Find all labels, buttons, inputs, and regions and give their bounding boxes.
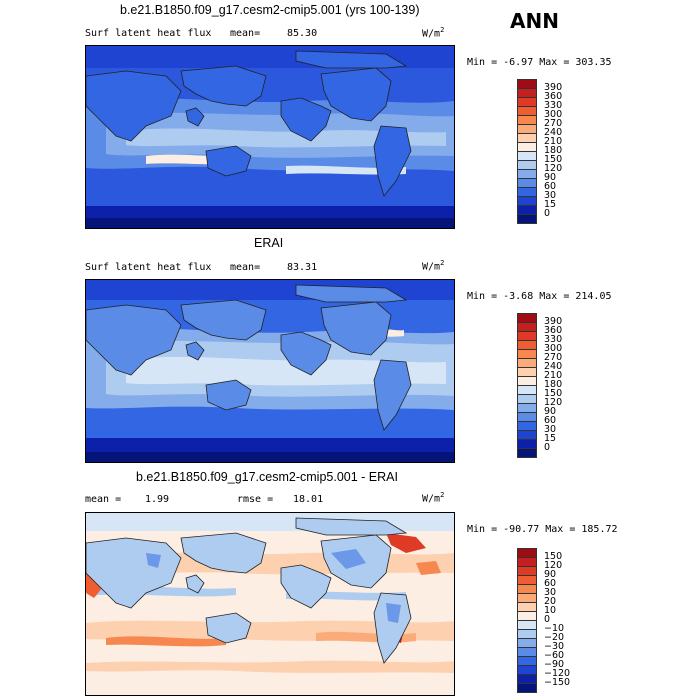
colorbar-tick-label: −150: [544, 677, 571, 688]
colorbar-tick-label: 300: [544, 343, 563, 354]
colorbar-tick-label: 360: [544, 325, 563, 336]
colorbar-cell: [517, 683, 537, 693]
panel-1-title: b.e21.B1850.f09_g17.cesm2-cmip5.001 (yrs…: [120, 3, 420, 17]
season-label: ANN: [510, 9, 559, 33]
colorbar-tick-label: 240: [544, 127, 563, 138]
panel-2-mean-value: 83.31: [287, 262, 318, 273]
colorbar-tick-label: −60: [544, 650, 565, 661]
colorbar-cell: [517, 448, 537, 458]
colorbar-tick-label: 150: [544, 388, 563, 399]
colorbar-tick-label: 30: [544, 587, 557, 598]
colorbar-tick-label: 10: [544, 605, 557, 616]
colorbar-tick-label: 300: [544, 109, 563, 120]
panel-2-units: W/m2: [422, 259, 445, 273]
colorbar-tick-label: 240: [544, 361, 563, 372]
panel-3-rmse-label: rmse =: [237, 494, 274, 505]
panel-2-map-field: [86, 280, 454, 462]
panel-2-map: [85, 279, 455, 463]
colorbar-tick-label: 120: [544, 163, 563, 174]
colorbar-tick-label: 150: [544, 551, 563, 562]
colorbar-tick-label: 30: [544, 190, 557, 201]
colorbar-tick-label: 120: [544, 397, 563, 408]
colorbar-tick-label: 0: [544, 614, 551, 625]
panel-3-units: W/m2: [422, 491, 445, 505]
colorbar-tick-label: 60: [544, 415, 557, 426]
colorbar-tick-label: 330: [544, 100, 563, 111]
panel-3-title: b.e21.B1850.f09_g17.cesm2-cmip5.001 - ER…: [136, 470, 398, 484]
panel-3-mean-value: 1.99: [145, 494, 170, 505]
colorbar-tick-label: 60: [544, 578, 557, 589]
colorbar-tick-label: 210: [544, 370, 563, 381]
colorbar-tick-label: 120: [544, 560, 563, 571]
panel-1-mean-label: mean=: [230, 28, 261, 39]
colorbar-tick-label: 15: [544, 433, 557, 444]
panel-2-colorbar: 390 360 330 300 270 240 210 180 150 120 90 60 30 15 0: [517, 313, 577, 458]
colorbar-tick-label: 270: [544, 118, 563, 129]
panel-3-rmse-value: 18.01: [293, 494, 324, 505]
colorbar-tick-label: 390: [544, 316, 563, 327]
panel-3-minmax: Min = -90.77 Max = 185.72: [467, 524, 618, 535]
colorbar-tick-label: 30: [544, 424, 557, 435]
colorbar-cell: [517, 214, 537, 224]
colorbar-tick-label: −90: [544, 659, 565, 670]
colorbar-tick-label: 90: [544, 569, 557, 580]
colorbar-tick-label: 150: [544, 154, 563, 165]
colorbar-tick-label: 90: [544, 172, 557, 183]
colorbar-tick-label: 15: [544, 199, 557, 210]
colorbar-tick-label: −20: [544, 632, 565, 643]
colorbar-tick-label: 0: [544, 208, 551, 219]
colorbar-tick-label: −30: [544, 641, 565, 652]
panel-1-mean-value: 85.30: [287, 28, 318, 39]
panel-2-title: ERAI: [254, 236, 284, 250]
colorbar-tick-label: 60: [544, 181, 557, 192]
panel-3-map-field: [86, 513, 454, 695]
panel-2-minmax: Min = -3.68 Max = 214.05: [467, 291, 612, 302]
colorbar-tick-label: −120: [544, 668, 571, 679]
panel-3-colorbar: 150 120 90 60 30 20 10 0 −10 −20 −30 −60 −90 −120 −150: [517, 548, 577, 693]
panel-1-map-field: [86, 46, 454, 228]
colorbar-tick-label: 360: [544, 91, 563, 102]
colorbar-tick-label: 180: [544, 145, 563, 156]
panel-1-map: [85, 45, 455, 229]
colorbar-tick-label: 330: [544, 334, 563, 345]
colorbar-tick-label: 90: [544, 406, 557, 417]
panel-1-minmax: Min = -6.97 Max = 303.35: [467, 57, 612, 68]
colorbar-tick-label: 270: [544, 352, 563, 363]
panel-3-map: [85, 512, 455, 696]
colorbar-tick-label: 210: [544, 136, 563, 147]
colorbar-tick-label: 390: [544, 82, 563, 93]
panel-2-mean-label: mean=: [230, 262, 261, 273]
colorbar-tick-label: 180: [544, 379, 563, 390]
colorbar-tick-label: 20: [544, 596, 557, 607]
colorbar-tick-label: 0: [544, 442, 551, 453]
panel-1-units: W/m2: [422, 26, 445, 40]
panel-1-colorbar: 390 360 330 300 270 240 210 180 150 120 90 60 30 15 0: [517, 79, 577, 224]
panel-3-mean-label: mean =: [85, 494, 122, 505]
panel-1-field-label: Surf latent heat flux: [85, 28, 212, 39]
colorbar-tick-label: −10: [544, 623, 565, 634]
panel-2-field-label: Surf latent heat flux: [85, 262, 212, 273]
